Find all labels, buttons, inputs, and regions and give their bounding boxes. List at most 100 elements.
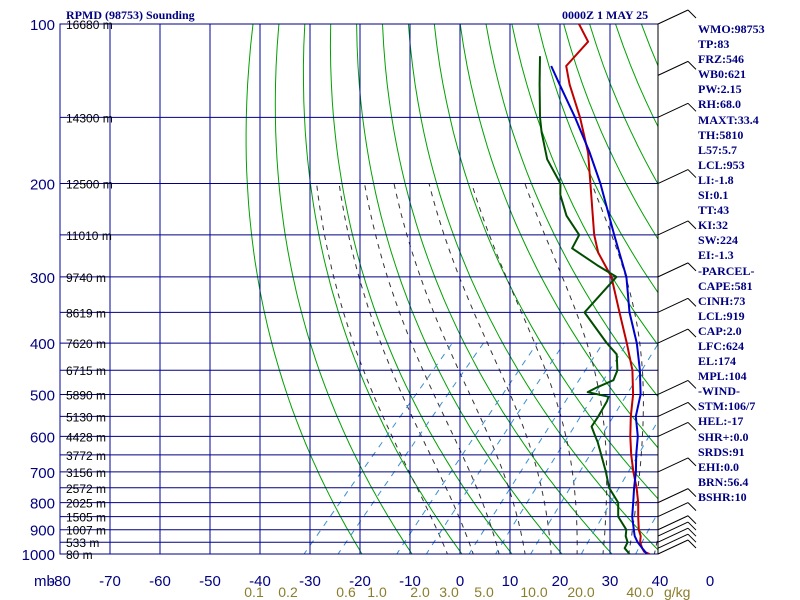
wind-barb-flag (687, 61, 697, 70)
wind-barb-flag (687, 220, 697, 230)
wind-barb (657, 502, 697, 518)
height-label: 2572 m (66, 482, 106, 496)
wind-barb-flag (687, 533, 697, 543)
index-item: PW:2.15 (698, 82, 742, 97)
wind-barb (657, 539, 697, 555)
moist-adiabat (591, 183, 644, 554)
index-item: WMO:98753 (698, 22, 765, 36)
wind-barb (657, 457, 697, 473)
moist-adiabat (471, 183, 578, 554)
pressure-tick-label: 700 (30, 465, 55, 482)
height-label: 3156 m (66, 466, 106, 480)
height-label: 6715 m (66, 364, 106, 378)
moist-adiabat (393, 183, 526, 554)
temperature-tick-label: -40 (249, 573, 271, 590)
wind-barb (657, 169, 697, 184)
index-item: SW:224 (698, 233, 739, 248)
wind-barb-staff (657, 539, 689, 555)
sounding-indices-list: WMO:98753 TP:83 FRZ:546 WB0:621 PW:2.15 RH:68… (698, 22, 765, 505)
wind-barb (657, 521, 697, 537)
wind-barb-flag (687, 502, 697, 511)
index-item: KI:32 (698, 218, 728, 233)
wind-barb-flag (687, 521, 697, 531)
pressure-tick-label: 200 (30, 177, 55, 194)
wind-barb-flag (687, 515, 697, 525)
index-item: TP:83 (698, 37, 730, 52)
height-label: 5130 m (66, 410, 106, 424)
dry-adiabat (589, 24, 658, 186)
wind-barb (657, 60, 697, 76)
moist-adiabat (338, 183, 474, 554)
mixing-ratio-label: 2.0 (410, 584, 430, 600)
height-label: 3772 m (66, 449, 106, 463)
mixing-ratio-label: 0.1 (244, 584, 264, 600)
wind-barb-staff (657, 401, 689, 417)
wind-barb-flag (687, 298, 697, 307)
index-item: WB0:621 (698, 67, 746, 82)
wind-barb-staff (657, 527, 689, 543)
height-label: 16680 m (66, 18, 113, 32)
wind-barb (657, 401, 697, 417)
temperature-tick-label: -50 (199, 573, 221, 590)
wind-barb-flag (687, 457, 697, 467)
wind-barb-staff (657, 380, 689, 395)
dry-adiabat (433, 24, 658, 500)
mixing-ratio-line (425, 342, 565, 554)
wind-barb-staff (657, 421, 689, 437)
index-item: SRDS:91 (698, 444, 745, 459)
index-item: MAXT:33.4 (698, 112, 759, 127)
mixing-ratio-label: 10.0 (520, 584, 547, 600)
parcel-line (550, 65, 648, 554)
wind-barb-flag (687, 328, 697, 338)
dry-adiabat (356, 24, 563, 554)
temperature-tick-label: 20 (552, 573, 569, 590)
wind-barb-staff (657, 328, 689, 344)
dry-adiabat (511, 24, 658, 346)
dry-adiabat (407, 24, 658, 551)
moist-adiabat (524, 183, 608, 554)
mixing-ratio-label: 0.6 (336, 584, 356, 600)
wind-barb (657, 102, 697, 118)
mixing-ratio-line (495, 342, 628, 554)
index-item: RH:68.0 (698, 97, 741, 112)
dry-adiabat (245, 24, 363, 554)
index-item: BSHR:10 (698, 489, 747, 504)
wind-barb (657, 297, 697, 313)
wind-barb-staff (657, 220, 689, 236)
index-item: CAPE:581 (698, 278, 753, 293)
index-item: TH:5810 (698, 127, 744, 142)
wind-barb-staff (657, 515, 689, 531)
wind-barb (657, 9, 697, 25)
height-label: 11010 m (66, 229, 112, 243)
index-item: FRZ:546 (698, 52, 744, 67)
sounding-time: 0000Z 1 MAY 25 (562, 8, 649, 22)
index-item: EI:-1.3 (698, 248, 734, 263)
height-label: 1007 m (66, 524, 106, 538)
height-label: 1505 m (66, 511, 106, 525)
wind-barb (657, 220, 697, 236)
pressure-tick-label: 600 (30, 429, 55, 446)
mixing-ratio-line (337, 342, 484, 554)
pressure-tick-label: 100 (30, 17, 55, 34)
pressure-tick-label: 800 (30, 496, 55, 513)
wind-barb-staff (657, 102, 689, 118)
index-item: LCL:919 (698, 308, 745, 323)
index-item: HEL:-17 (698, 414, 744, 429)
height-label: 12500 m (66, 178, 113, 192)
mixing-ratio-line (396, 342, 538, 554)
height-label: 14300 m (66, 111, 113, 125)
mixing-ratio-label: 3.0 (439, 584, 459, 600)
index-item: CINH:73 (698, 293, 746, 308)
index-item: MPL:104 (698, 369, 747, 384)
wind-barb-staff (657, 9, 689, 25)
dry-adiabat (382, 24, 613, 554)
wind-barb (657, 380, 697, 395)
dry-adiabat (537, 24, 658, 294)
wind-barb (657, 328, 697, 344)
wind-barb-flag (687, 262, 697, 272)
wind-barb-staff (657, 488, 689, 504)
wind-barb (657, 515, 697, 531)
mixing-ratio-line (580, 420, 658, 554)
mixing-ratio-line (468, 342, 604, 554)
mixing-ratio-line (530, 343, 658, 554)
